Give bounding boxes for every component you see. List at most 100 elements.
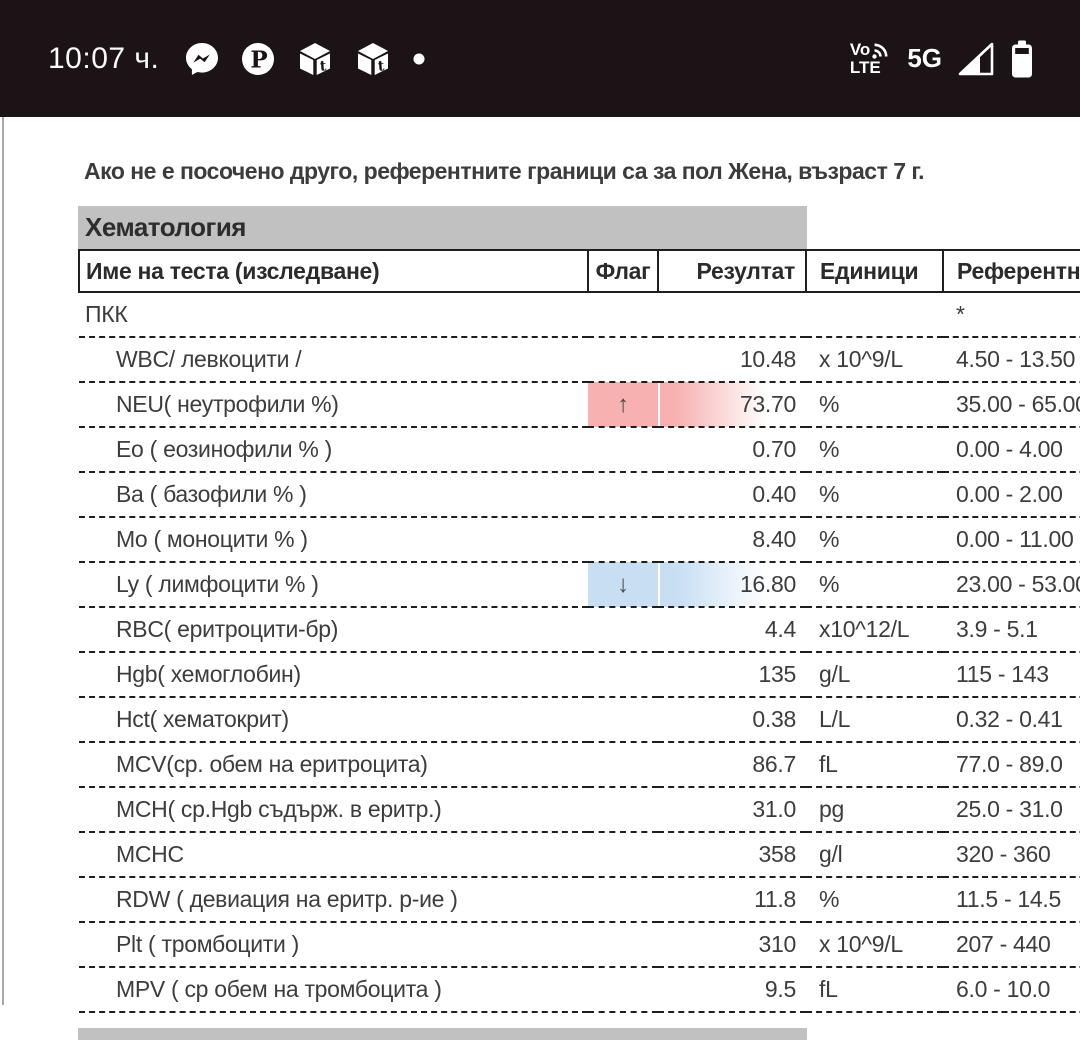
reference-range: 35.00 - 65.00 [943,382,1080,428]
status-bar: 10:07 ч. P t [0,0,1080,117]
table-row: WBC/ левкоцити / 10.48 x 10^9/L 4.50 - 1… [79,337,1080,383]
section-header-hematology: Хематология [78,206,807,249]
section-title: Хематология [85,212,246,242]
test-name: Hgb( хемоглобин) [79,652,588,698]
table-row: Plt ( тромбоцити ) 310 x 10^9/L 207 - 44… [79,922,1080,968]
flag-cell [588,742,658,788]
result-value [658,292,806,338]
units-value: x 10^9/L [806,922,943,968]
reference-range: 207 - 440 [943,922,1080,968]
flag-cell [588,697,658,743]
units-value: % [806,427,943,473]
flag-cell [588,922,658,968]
table-row: MCV(ср. обем на еритроцита) 86.7 fL 77.0… [79,742,1080,788]
cube-t-icon: t [355,41,391,77]
units-value: pg [806,787,943,833]
flag-cell [588,337,658,383]
page-edge-line [2,117,4,1005]
reference-range: 320 - 360 [943,832,1080,878]
test-name: Plt ( тромбоцити ) [79,922,588,968]
status-bar-right: Vo LTE 5G [850,40,1034,78]
column-header-test-name: Име на теста (изследване) [78,249,589,293]
notification-dot-icon [413,53,425,65]
table-row: MCH( ср.Hgb съдърж. в еритр.) 31.0 pg 25… [79,787,1080,833]
table-row: Mo ( моноцити % ) 8.40 % 0.00 - 11.00 [79,517,1080,563]
flag-cell [588,517,658,563]
reference-range: 4.50 - 13.50 [943,337,1080,383]
units-value: % [806,517,943,563]
result-value: 358 [658,832,806,878]
units-value: % [806,562,943,608]
svg-text:P: P [251,46,268,73]
result-value: 310 [658,922,806,968]
test-name: ПКК [79,292,588,338]
volte-label-bottom: LTE [849,57,881,77]
section-header-next [78,1028,807,1040]
result-value: 0.40 [658,472,806,518]
table-row: Ly ( лимфоцити % ) ↓ 16.80 % 23.00 - 53.… [79,562,1080,608]
units-value: x10^12/L [806,607,943,653]
flag-cell: ↑ [588,382,658,428]
pinterest-icon: P [241,42,275,76]
test-name: MCV(ср. обем на еритроцита) [79,742,588,788]
flag-cell [588,877,658,923]
reference-range: 0.32 - 0.41 [943,697,1080,743]
battery-icon [1010,40,1034,78]
units-value [806,292,943,338]
table-row: Ba ( базофили % ) 0.40 % 0.00 - 2.00 [79,472,1080,518]
units-value: g/L [806,652,943,698]
flag-cell [588,472,658,518]
table-row: NEU( неутрофили %) ↑ 73.70 % 35.00 - 65.… [79,382,1080,428]
flag-cell: ↓ [588,562,658,608]
result-value: 0.70 [658,427,806,473]
units-value: g/l [806,832,943,878]
result-value: 9.5 [658,967,806,1013]
test-name: MCH( ср.Hgb съдърж. в еритр.) [79,787,588,833]
result-value: 86.7 [658,742,806,788]
table-header-row: Име на теста (изследване) Флаг Резултат … [78,249,1080,293]
volte-icon: Vo LTE [849,39,891,77]
test-name: MCHC [79,832,588,878]
table-row: MCHC 358 g/l 320 - 360 [79,832,1080,878]
column-header-flag: Флаг [587,249,659,293]
test-name: Ba ( базофили % ) [79,472,588,518]
units-value: L/L [806,697,943,743]
reference-range: 115 - 143 [943,652,1080,698]
reference-range: 0.00 - 11.00 [943,517,1080,563]
cube-t-icon: t [297,41,333,77]
reference-note: Ако не е посочено друго, референтните гр… [84,158,925,184]
test-name: WBC/ левкоцити / [79,337,588,383]
result-value: 16.80 [658,562,806,608]
flag-cell [588,292,658,338]
flag-cell [588,832,658,878]
volte-label-top: Vo [849,39,871,59]
test-name: Hct( хематокрит) [79,697,588,743]
column-header-result: Резултат [657,249,807,293]
units-value: fL [806,967,943,1013]
network-5g-label: 5G [907,43,942,73]
units-value: fL [806,742,943,788]
flag-cell [588,787,658,833]
units-value: % [806,472,943,518]
svg-text:t: t [378,58,386,74]
test-name: RDW ( девиация на еритр. р-ие ) [79,877,588,923]
table-row: RBC( еритроцити-бр) 4.4 x10^12/L 3.9 - 5… [79,607,1080,653]
reference-range: 25.0 - 31.0 [943,787,1080,833]
clock: 10:07 ч. [48,41,160,75]
result-value: 4.4 [658,607,806,653]
units-value: % [806,382,943,428]
reference-range: 77.0 - 89.0 [943,742,1080,788]
document-page[interactable]: Ако не е посочено друго, референтните гр… [0,117,1080,1040]
result-value: 8.40 [658,517,806,563]
units-value: % [806,877,943,923]
test-name: Ly ( лимфоцити % ) [79,562,588,608]
messenger-icon [185,42,219,76]
flag-cell [588,652,658,698]
units-value: x 10^9/L [806,337,943,383]
table-row: Eo ( еозинофили % ) 0.70 % 0.00 - 4.00 [79,427,1080,473]
column-header-units: Единици [805,249,944,293]
reference-range: 23.00 - 53.00 [943,562,1080,608]
result-value: 11.8 [658,877,806,923]
table-row: MPV ( ср обем на тромбоцита ) 9.5 fL 6.0… [79,967,1080,1013]
result-value: 10.48 [658,337,806,383]
